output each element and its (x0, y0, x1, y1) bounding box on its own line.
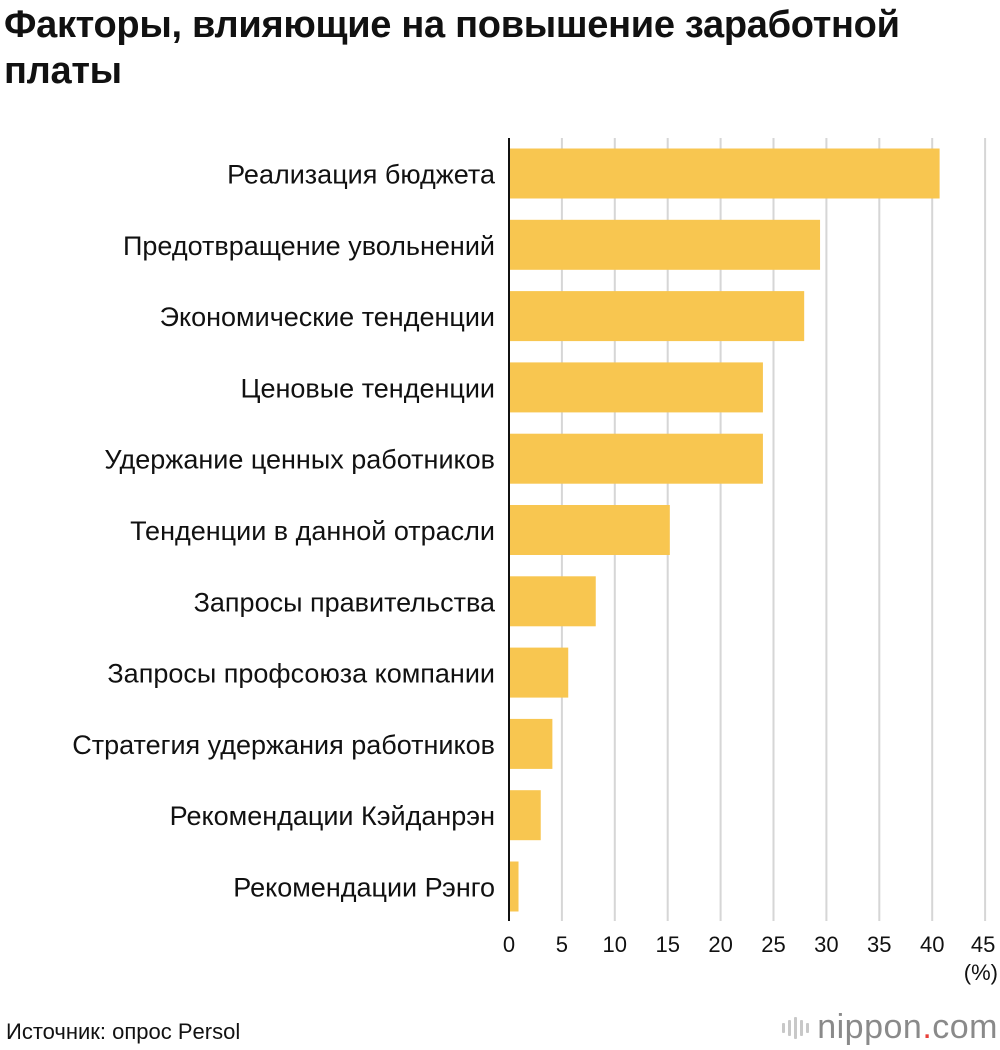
x-tick-label: 30 (814, 932, 838, 957)
bar-6 (509, 505, 670, 555)
logo-bars-icon (782, 1016, 810, 1039)
category-label: Экономические тенденции (160, 302, 495, 332)
bar-8 (509, 647, 569, 698)
bar-chart: Реализация бюджета Предотвращение увольне… (72, 138, 998, 985)
category-label: Удержание ценных работников (104, 445, 495, 475)
bar-2 (509, 219, 821, 270)
bar-5 (509, 433, 763, 484)
bar-3 (509, 291, 805, 342)
x-tick-label: 45 (971, 932, 995, 957)
bar-1 (509, 148, 940, 199)
bars (509, 148, 940, 912)
x-tick-label: 25 (761, 932, 785, 957)
bar-4 (509, 362, 763, 413)
x-tick-label: 15 (655, 932, 679, 957)
x-tick-label: 0 (503, 932, 515, 957)
category-label: Стратегия удержания работников (72, 730, 495, 760)
category-label: Рекомендации Рэнго (233, 873, 495, 903)
category-label: Ценовые тенденции (241, 373, 495, 403)
x-tick-label: 20 (708, 932, 732, 957)
category-label: Запросы правительства (194, 587, 496, 617)
nippon-logo: nippon. com (782, 1008, 998, 1047)
x-tick-label: 10 (603, 932, 627, 957)
x-tick-labels: 0 5 10 15 20 25 30 35 40 45 (503, 932, 995, 957)
x-tick-label: 40 (920, 932, 944, 957)
bar-11 (509, 861, 519, 912)
logo-dot: . (922, 1008, 933, 1046)
source-note: Источник: опрос Persol (6, 1019, 241, 1044)
x-tick-label: 5 (556, 932, 568, 957)
category-label: Реализация бюджета (227, 160, 496, 190)
x-axis-unit-label: (%) (964, 960, 998, 985)
x-tick-label: 35 (867, 932, 891, 957)
bar-10 (509, 790, 541, 841)
category-labels: Реализация бюджета Предотвращение увольне… (72, 160, 496, 903)
logo-suffix: com (932, 1008, 998, 1046)
chart-title: Факторы, влияющие на повышение заработно… (4, 4, 900, 92)
category-label: Запросы профсоюза компании (107, 659, 495, 689)
bar-7 (509, 576, 596, 627)
category-label: Тенденции в данной отрасли (130, 516, 495, 546)
category-label: Рекомендации Кэйданрэн (170, 801, 495, 831)
bar-9 (509, 718, 553, 769)
logo-name: nippon (817, 1008, 923, 1046)
category-label: Предотвращение увольнений (123, 231, 495, 261)
